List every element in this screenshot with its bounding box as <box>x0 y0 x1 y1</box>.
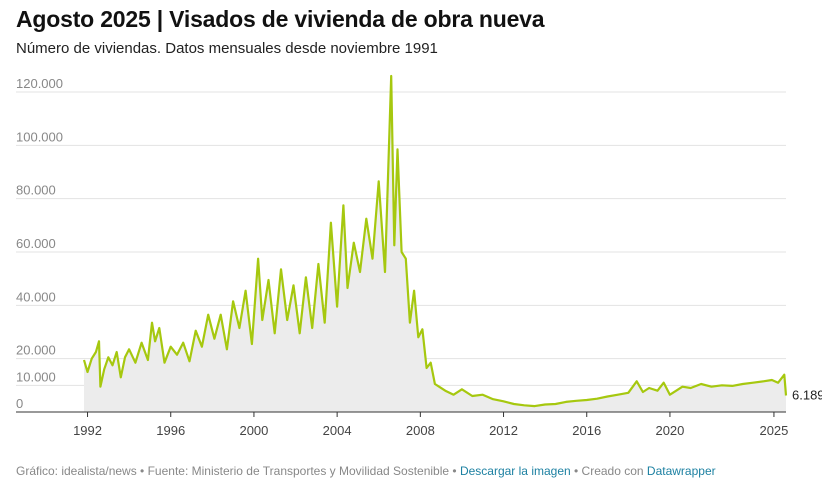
series-area <box>84 76 786 412</box>
y-tick-label: 80.000 <box>16 183 56 198</box>
footer: Gráfico: idealista/news • Fuente: Minist… <box>16 464 716 478</box>
y-tick-label: 60.000 <box>16 236 56 251</box>
y-tick-label: 10.000 <box>16 369 56 384</box>
y-tick-label: 0 <box>16 396 23 411</box>
x-tick-label: 2012 <box>489 423 518 438</box>
x-tick-label: 1996 <box>156 423 185 438</box>
x-tick-label: 2000 <box>239 423 268 438</box>
download-image-link[interactable]: Descargar la imagen <box>459 464 571 478</box>
x-tick-label: 1992 <box>73 423 102 438</box>
x-tick-label: 2025 <box>759 423 788 438</box>
x-tick-label: 2008 <box>406 423 435 438</box>
footer-created-with: • Creado con <box>570 464 647 478</box>
y-tick-label: 120.000 <box>16 76 63 91</box>
y-tick-label: 100.000 <box>16 129 63 144</box>
x-tick-label: 2020 <box>655 423 684 438</box>
datawrapper-link[interactable]: Datawrapper <box>646 464 716 478</box>
y-tick-label: 20.000 <box>16 343 56 358</box>
x-tick-label: 2016 <box>572 423 601 438</box>
last-value-label: 6.189 <box>792 387 822 402</box>
series-line <box>82 74 788 408</box>
chart-area: 0 10.000 20.000 40.000 60.000 80.000 100.000 12… <box>16 74 822 438</box>
chart-subtitle: Número de viviendas. Datos mensuales des… <box>16 40 438 57</box>
x-tick-label: 2004 <box>323 423 352 438</box>
chart-title: Agosto 2025 | Visados de vivienda de obr… <box>16 6 545 32</box>
footer-credits: Gráfico: idealista/news • Fuente: Minist… <box>16 464 460 478</box>
y-tick-label: 40.000 <box>16 289 56 304</box>
